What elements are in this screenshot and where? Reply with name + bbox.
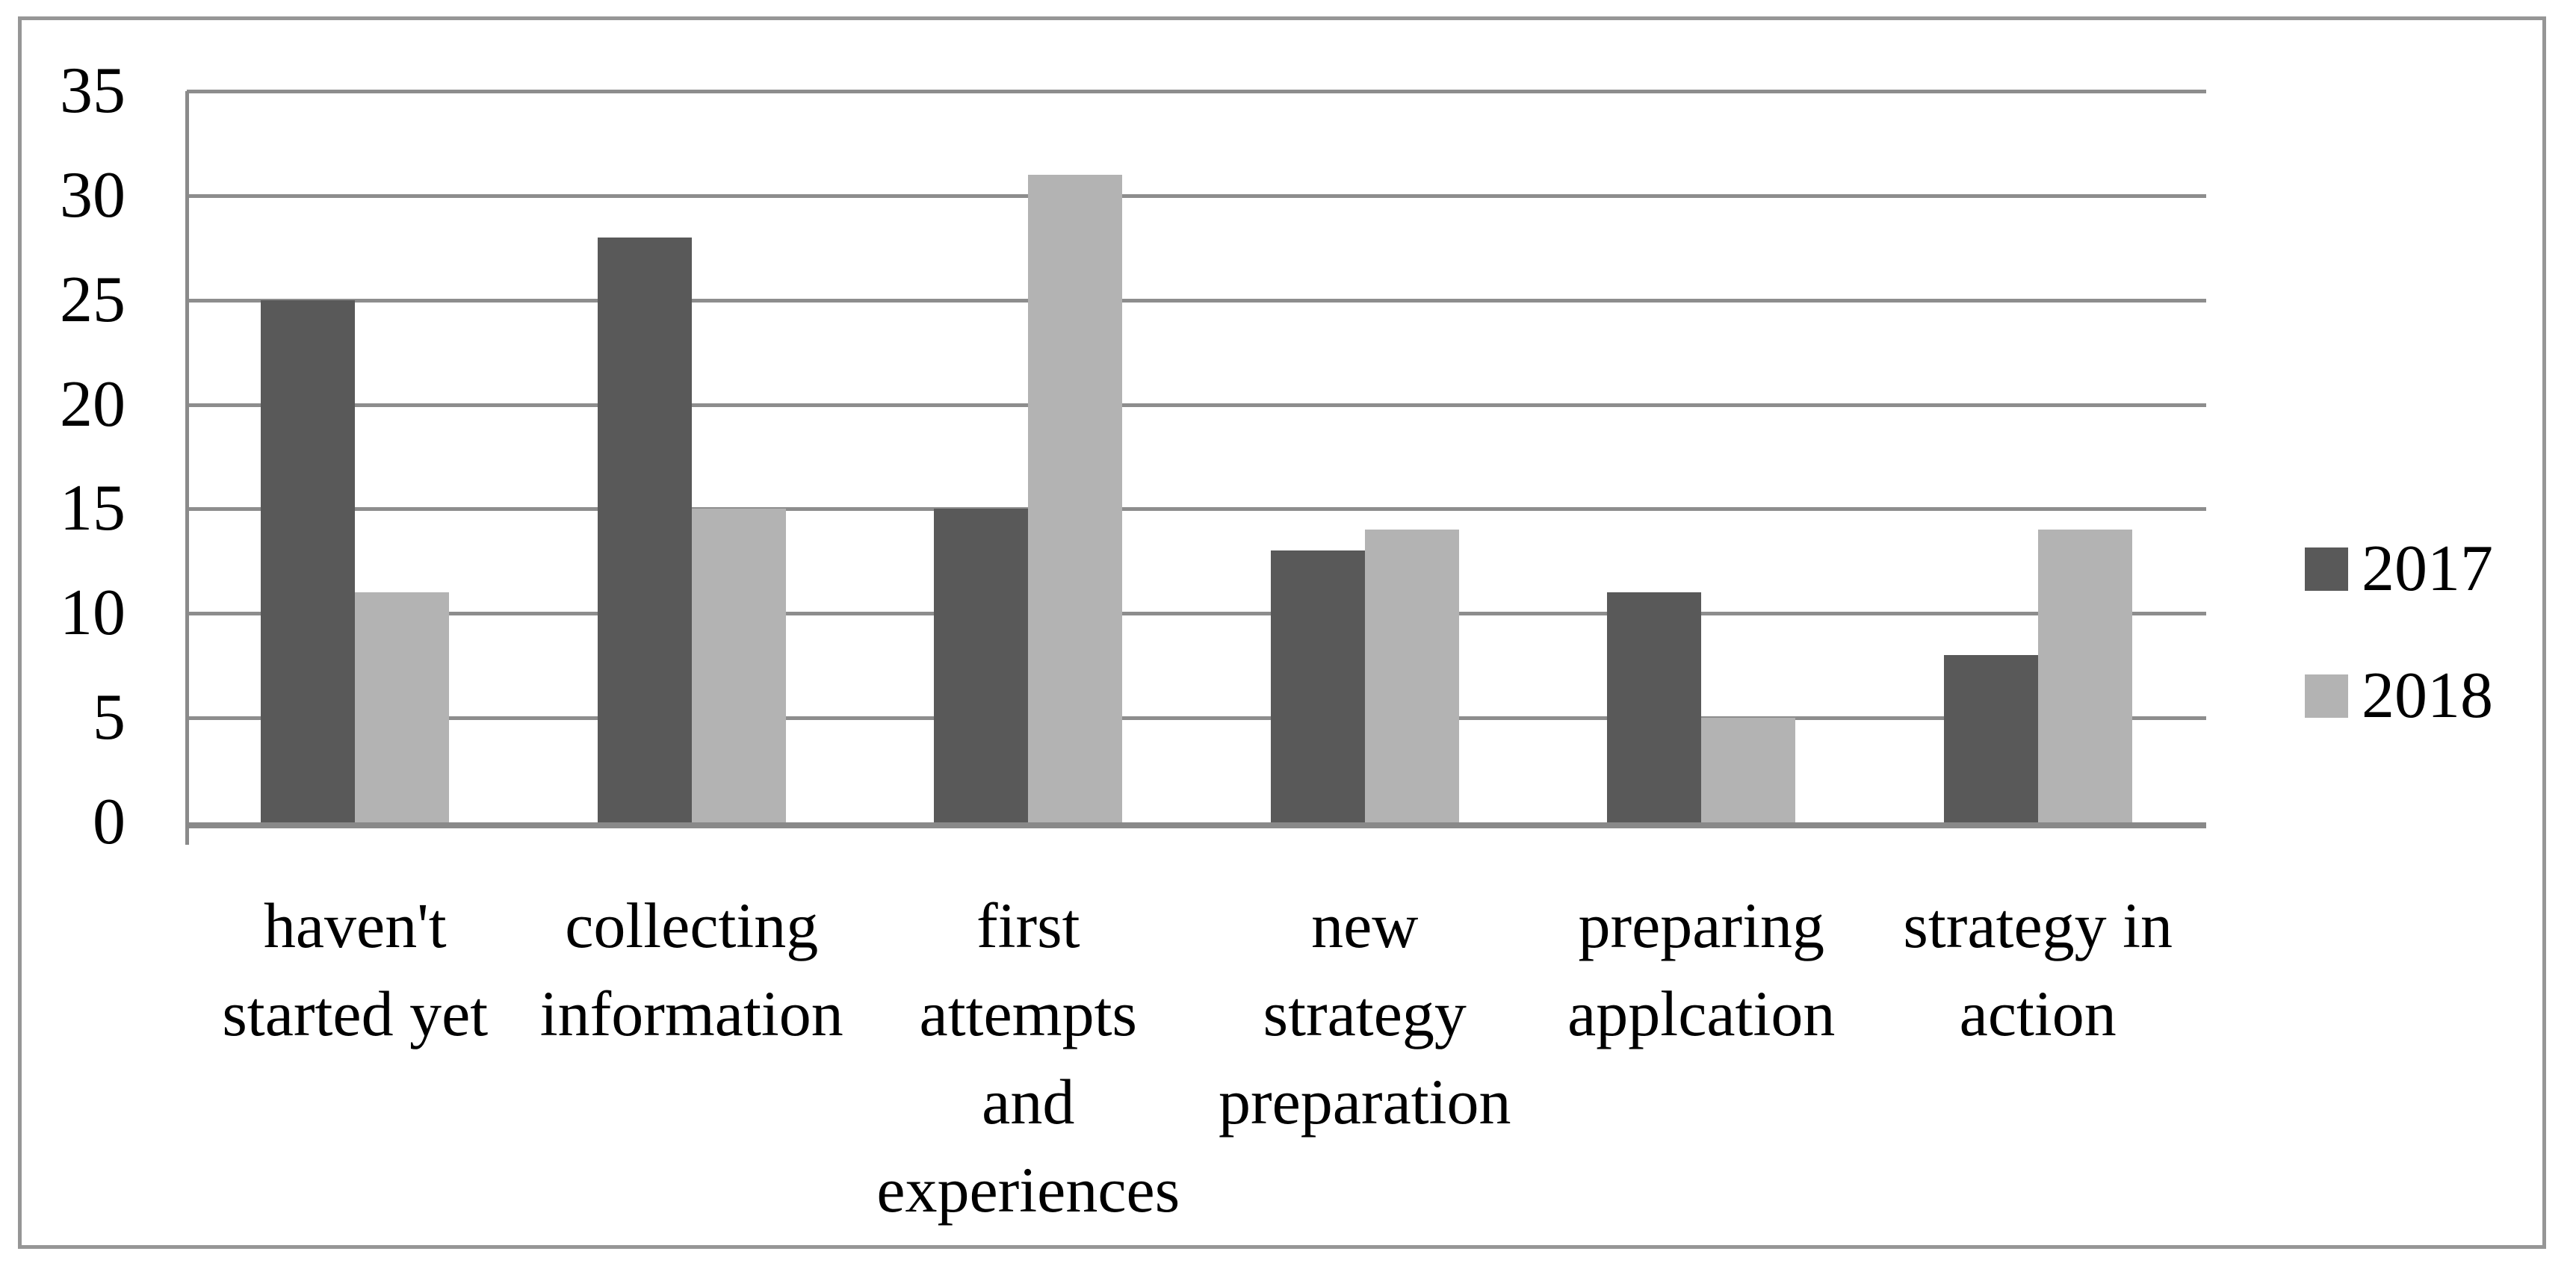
gridline <box>187 612 2206 616</box>
bar-2017 <box>934 509 1029 822</box>
x-axis-label-line: attempts <box>919 978 1137 1049</box>
y-axis-label: 10 <box>60 577 126 650</box>
x-axis-label: first attempts and experiences <box>860 881 1197 1234</box>
x-axis-label-line: applcation <box>1567 978 1836 1049</box>
y-axis-label: 20 <box>60 367 126 441</box>
legend-swatch-2018 <box>2305 674 2348 718</box>
bar-2017 <box>261 300 356 822</box>
plot-area <box>185 90 2206 845</box>
bar-group <box>187 91 524 822</box>
chart-outer-border <box>18 16 2546 1249</box>
gridline <box>187 403 2206 407</box>
y-axis-line <box>185 91 189 845</box>
x-axis-label: preparing applcation <box>1533 881 1870 1234</box>
bar-group <box>860 91 1197 822</box>
legend-label: 2018 <box>2362 660 2493 732</box>
gridline <box>187 716 2206 721</box>
bar-2017 <box>597 237 692 822</box>
y-axis-label: 25 <box>60 263 126 336</box>
y-axis-label: 5 <box>93 681 126 754</box>
bar-group <box>1870 91 2207 822</box>
x-axis-label: new strategy preparation <box>1197 881 1534 1234</box>
y-axis-label: 35 <box>60 55 126 127</box>
x-axis-label-line: information <box>539 978 843 1049</box>
y-axis-tick-labels: 0 5 10 15 20 25 30 35 <box>0 0 126 1272</box>
x-axis-line <box>187 822 2206 828</box>
x-axis-label-line: preparation <box>1218 1066 1511 1138</box>
bar-2017 <box>1607 592 1702 822</box>
x-axis-label-line: preparing <box>1578 890 1824 961</box>
x-axis-label-line: first <box>976 890 1080 961</box>
bar-groups <box>187 91 2206 822</box>
legend-label: 2017 <box>2362 533 2493 605</box>
legend-swatch-2017 <box>2305 547 2348 591</box>
gridline <box>187 193 2206 198</box>
bar-group <box>524 91 861 822</box>
bar-2018 <box>1028 174 1123 822</box>
x-axis-label-line: experiences <box>876 1154 1180 1226</box>
gridline <box>187 298 2206 303</box>
bar-2018 <box>2037 530 2132 822</box>
x-axis-label-line: action <box>1959 978 2117 1049</box>
y-axis-label: 15 <box>60 472 126 545</box>
y-axis-label: 0 <box>93 786 126 858</box>
x-axis-category-labels: haven't started yet collecting information f… <box>187 881 2206 1234</box>
gridline <box>187 507 2206 512</box>
x-axis-label: collecting information <box>524 881 861 1234</box>
bar-2018 <box>1364 530 1459 822</box>
bar-2018 <box>1701 718 1796 822</box>
gridline <box>187 90 2206 93</box>
x-axis-label: haven't started yet <box>187 881 524 1234</box>
x-axis-label-line: new <box>1311 890 1419 961</box>
x-axis-label-line: started yet <box>222 978 489 1049</box>
x-axis-label-line: collecting <box>565 890 819 961</box>
legend: 2017 2018 <box>2305 536 2493 790</box>
x-axis-label: strategy in action <box>1870 881 2207 1234</box>
y-axis-label: 30 <box>60 158 126 232</box>
x-axis-label-line: strategy <box>1263 978 1467 1049</box>
x-axis-label-line: and <box>982 1066 1075 1138</box>
bar-group <box>1533 91 1870 822</box>
x-axis-label-line: strategy in <box>1903 890 2173 961</box>
bar-2017 <box>1943 655 2038 822</box>
bar-2018 <box>355 592 450 822</box>
x-axis-label-line: haven't <box>263 890 447 961</box>
bar-group <box>1197 91 1534 822</box>
bar-2018 <box>691 509 786 822</box>
bar-2017 <box>1270 550 1365 822</box>
legend-item-2018: 2018 <box>2305 663 2493 729</box>
legend-item-2017: 2017 <box>2305 536 2493 602</box>
